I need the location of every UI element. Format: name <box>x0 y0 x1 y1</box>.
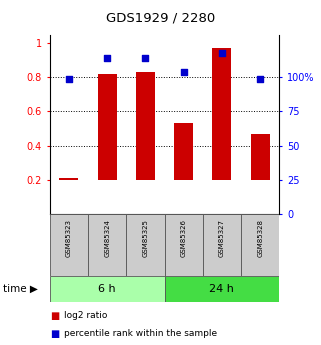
Text: ■: ■ <box>50 311 59 321</box>
Text: time ▶: time ▶ <box>3 284 38 294</box>
Point <box>219 50 224 56</box>
Bar <box>174 124 193 180</box>
Text: GSM85327: GSM85327 <box>219 219 225 257</box>
Bar <box>136 72 155 180</box>
Text: GDS1929 / 2280: GDS1929 / 2280 <box>106 11 215 24</box>
Text: GSM85323: GSM85323 <box>66 219 72 257</box>
Text: percentile rank within the sample: percentile rank within the sample <box>64 329 217 338</box>
Bar <box>50 276 164 302</box>
Point <box>181 69 186 75</box>
Bar <box>126 214 164 276</box>
Text: GSM85328: GSM85328 <box>257 219 263 257</box>
Bar <box>164 214 203 276</box>
Bar <box>50 214 88 276</box>
Bar <box>98 74 117 180</box>
Text: GSM85326: GSM85326 <box>181 219 187 257</box>
Bar <box>164 276 279 302</box>
Text: log2 ratio: log2 ratio <box>64 311 108 320</box>
Point <box>66 76 72 82</box>
Bar <box>212 48 231 180</box>
Point <box>257 76 263 82</box>
Text: ■: ■ <box>50 329 59 338</box>
Text: 6 h: 6 h <box>98 284 116 294</box>
Text: GSM85325: GSM85325 <box>143 219 148 257</box>
Bar <box>59 178 78 180</box>
Point <box>143 56 148 61</box>
Bar <box>251 134 270 180</box>
Bar <box>203 214 241 276</box>
Bar <box>241 214 279 276</box>
Text: 24 h: 24 h <box>210 284 234 294</box>
Bar <box>88 214 126 276</box>
Point <box>105 56 110 61</box>
Text: GSM85324: GSM85324 <box>104 219 110 257</box>
